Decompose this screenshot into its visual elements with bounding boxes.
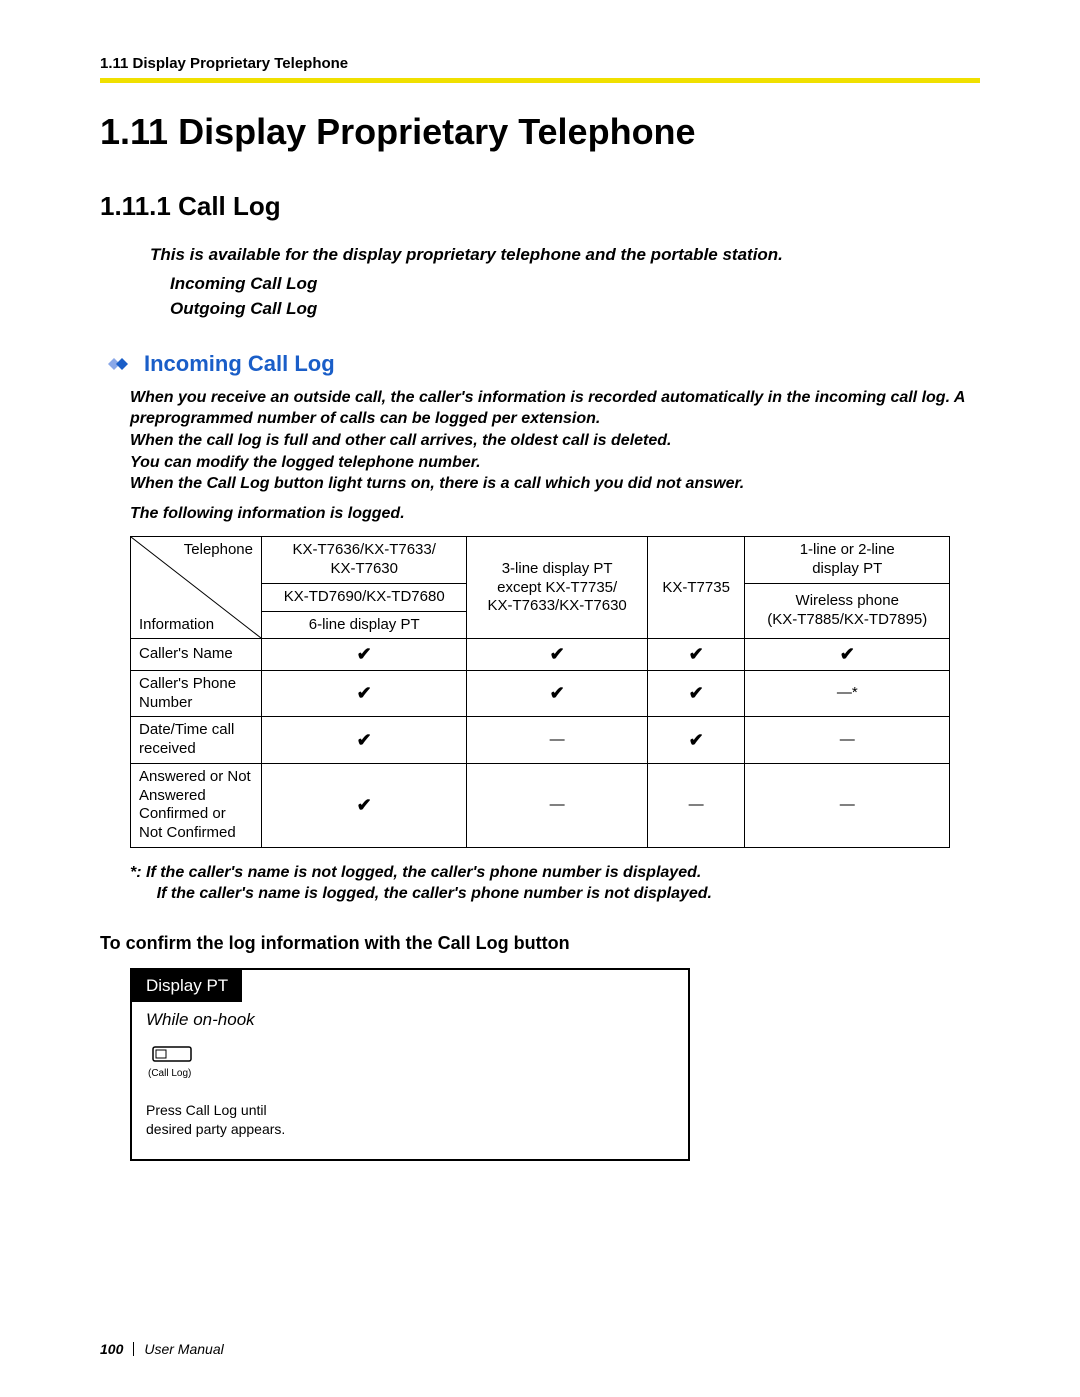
subsection-title: 1.11.1 Call Log — [100, 191, 980, 222]
col3-head: KX-T7735 — [647, 537, 745, 639]
diamond-icon — [100, 355, 134, 373]
col4-head-b: Wireless phone(KX-T7885/KX-TD7895) — [745, 583, 950, 639]
cell: ✔ — [467, 639, 647, 671]
table-row: Answered or Not AnsweredConfirmed or Not… — [131, 763, 950, 847]
cell: ✔ — [647, 717, 745, 764]
intro-line: This is available for the display propri… — [150, 244, 980, 267]
page-number: 100 — [100, 1341, 123, 1357]
table-row: Caller's Name ✔ ✔ ✔ ✔ — [131, 639, 950, 671]
page-footer: 100 User Manual — [100, 1341, 224, 1357]
section-paragraph: The following information is logged. — [130, 503, 980, 525]
procedure-instruction: Press Call Log until desired party appea… — [146, 1101, 346, 1139]
cell: ✔ — [262, 670, 467, 717]
procedure-heading: To confirm the log information with the … — [100, 933, 980, 954]
cell: ✔ — [467, 670, 647, 717]
section-paragraph: When you receive an outside call, the ca… — [130, 387, 980, 430]
footer-divider — [133, 1342, 134, 1356]
cell: — — [647, 763, 745, 847]
info-table: Telephone Information KX-T7636/KX-T7633/… — [130, 536, 950, 848]
col1-head-b: KX-TD7690/KX-TD7680 — [262, 583, 467, 611]
section-paragraph: You can modify the logged telephone numb… — [130, 452, 980, 474]
table-diag-header: Telephone Information — [131, 537, 262, 639]
intro-sub-1: Incoming Call Log — [170, 273, 980, 296]
cell: ✔ — [647, 639, 745, 671]
row-label: Answered or Not AnsweredConfirmed or Not… — [131, 763, 262, 847]
diag-top-label: Telephone — [184, 541, 253, 560]
procedure-tab: Display PT — [132, 970, 242, 1002]
diag-bottom-label: Information — [139, 616, 214, 635]
section-paragraph: When the call log is full and other call… — [130, 430, 980, 452]
cell: ✔ — [262, 717, 467, 764]
section-paragraph: When the Call Log button light turns on,… — [130, 473, 980, 495]
cell: ✔ — [647, 670, 745, 717]
header-rule — [100, 78, 980, 83]
incoming-call-log-heading: Incoming Call Log — [144, 351, 335, 377]
cell: ✔ — [262, 639, 467, 671]
procedure-state: While on-hook — [146, 1010, 674, 1030]
table-row: Date/Time call received ✔ — ✔ — — [131, 717, 950, 764]
call-log-button-icon — [152, 1046, 674, 1064]
intro-sub-2: Outgoing Call Log — [170, 298, 980, 321]
cell: ✔ — [745, 639, 950, 671]
table-row: Caller's Phone Number ✔ ✔ ✔ —* — [131, 670, 950, 717]
col2-head: 3-line display PT except KX-T7735/ KX-T7… — [467, 537, 647, 639]
cell: ✔ — [262, 763, 467, 847]
col1-head-c: 6-line display PT — [262, 611, 467, 639]
cell: — — [467, 763, 647, 847]
section-title: 1.11 Display Proprietary Telephone — [100, 111, 980, 153]
cell: — — [467, 717, 647, 764]
cell: —* — [745, 670, 950, 717]
col1-head-a: KX-T7636/KX-T7633/KX-T7630 — [262, 537, 467, 584]
button-caption: (Call Log) — [148, 1068, 674, 1079]
row-label: Caller's Phone Number — [131, 670, 262, 717]
footnote: *: If the caller's name is not logged, t… — [130, 862, 980, 905]
cell: — — [745, 717, 950, 764]
cell: — — [745, 763, 950, 847]
row-label: Date/Time call received — [131, 717, 262, 764]
row-label: Caller's Name — [131, 639, 262, 671]
col4-head-a: 1-line or 2-linedisplay PT — [745, 537, 950, 584]
running-head: 1.11 Display Proprietary Telephone — [100, 55, 980, 72]
doc-name: User Manual — [144, 1341, 223, 1357]
procedure-box: Display PT While on-hook (Call Log) Pres… — [130, 968, 690, 1161]
